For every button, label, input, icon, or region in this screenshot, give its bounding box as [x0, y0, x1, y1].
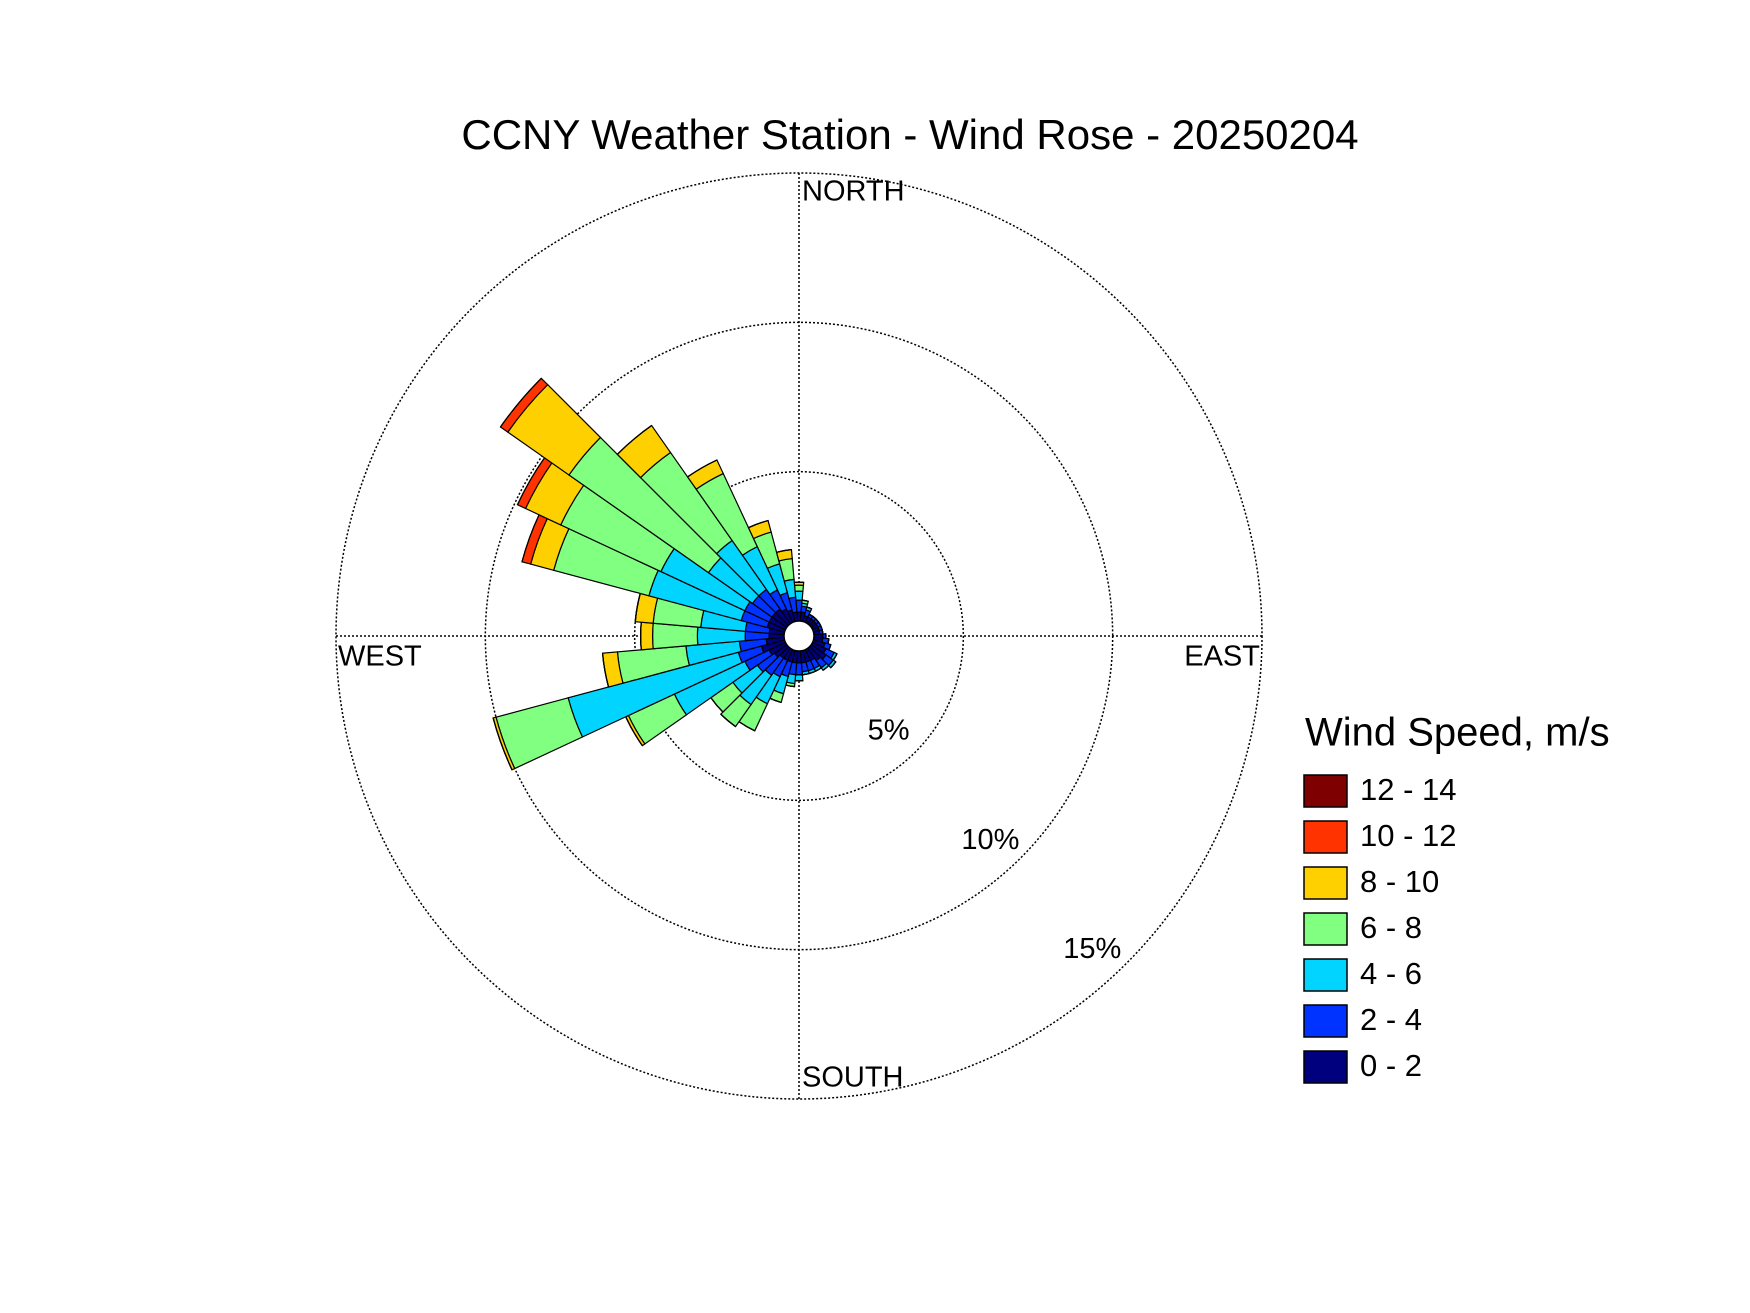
legend-swatch: [1303, 958, 1348, 992]
direction-label: SOUTH: [802, 1062, 904, 1094]
legend-label: 2 - 4: [1360, 1002, 1422, 1037]
wind-wedge: [793, 584, 805, 592]
direction-label: NORTH: [802, 176, 905, 208]
legend-label: 0 - 2: [1360, 1048, 1422, 1083]
wind-wedge: [720, 713, 736, 728]
wind-wedge: [821, 629, 824, 634]
wind-wedge: [640, 621, 654, 651]
legend-swatch: [1303, 820, 1348, 854]
legend-swatch: [1303, 774, 1348, 808]
ring-label: 15%: [1063, 933, 1121, 965]
direction-label: EAST: [1184, 641, 1260, 673]
legend-title: Wind Speed, m/s: [1305, 711, 1610, 755]
legend-label: 4 - 6: [1360, 956, 1422, 991]
grid: [335, 172, 1263, 1100]
legend-label: 6 - 8: [1360, 910, 1422, 945]
legend-label: 10 - 12: [1360, 818, 1457, 853]
wind-wedge: [830, 661, 837, 669]
wind-wedge: [640, 622, 642, 650]
grid-ring: [633, 470, 965, 802]
wind-wedge: [794, 674, 804, 682]
wind-wedge: [776, 549, 792, 553]
chart-title: CCNY Weather Station - Wind Rose - 20250…: [461, 111, 1358, 158]
legend-swatch: [1303, 866, 1348, 900]
wind-wedge: [601, 653, 610, 688]
legend-label: 12 - 14: [1360, 772, 1457, 807]
wedges: [492, 377, 838, 771]
wind-wedge: [806, 606, 812, 610]
direction-label: WEST: [338, 641, 422, 673]
wind-wedge: [802, 599, 809, 602]
legend-swatch: [1303, 912, 1348, 946]
legend-label: 8 - 10: [1360, 864, 1439, 899]
ring-label: 5%: [868, 715, 910, 747]
legend-swatch: [1303, 1004, 1348, 1038]
wind-wedge: [499, 377, 542, 428]
center-hole: [783, 620, 815, 652]
legend-swatch: [1303, 1050, 1348, 1084]
ring-label: 10%: [961, 824, 1019, 856]
